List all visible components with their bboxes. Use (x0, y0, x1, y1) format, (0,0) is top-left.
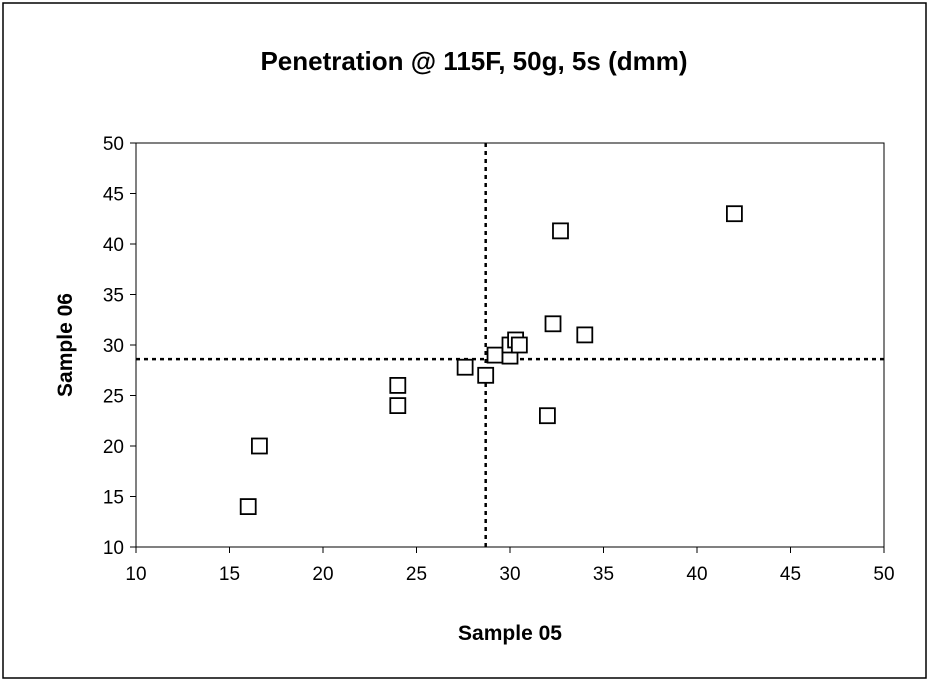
data-point (389, 397, 407, 415)
y-tick-label: 40 (103, 235, 124, 256)
x-axis-ticks: 10 15 20 25 30 35 40 45 50 (125, 547, 895, 585)
data-point (239, 498, 257, 516)
y-tick-label: 45 (103, 185, 124, 206)
data-point (576, 326, 594, 344)
x-tick-label: 25 (406, 564, 427, 585)
x-tick-label: 40 (686, 564, 707, 585)
data-point (486, 346, 504, 364)
data-point (389, 376, 407, 394)
y-tick-label: 20 (103, 437, 124, 458)
data-point (726, 205, 743, 223)
y-tick-label: 10 (103, 538, 124, 559)
y-tick-label: 30 (103, 336, 124, 357)
x-tick-label: 10 (125, 564, 146, 585)
x-tick-label: 20 (312, 564, 333, 585)
y-tick-label: 25 (103, 387, 124, 408)
x-axis-label: Sample 05 (458, 622, 562, 645)
x-tick-label: 45 (780, 564, 801, 585)
data-point (510, 336, 528, 354)
data-point (539, 407, 556, 425)
data-point (552, 222, 569, 240)
data-point (477, 366, 495, 384)
data-points (239, 205, 743, 516)
data-point (544, 315, 562, 333)
x-tick-label: 15 (219, 564, 240, 585)
data-point (456, 358, 474, 376)
y-tick-label: 50 (103, 134, 124, 155)
reference-lines (136, 143, 884, 547)
y-tick-label: 35 (103, 286, 124, 307)
x-tick-label: 30 (499, 564, 520, 585)
x-tick-label: 50 (873, 564, 894, 585)
chart-title: Penetration @ 115F, 50g, 5s (dmm) (260, 46, 687, 76)
y-axis-label: Sample 06 (54, 293, 77, 397)
y-axis-ticks: 10 15 20 25 30 35 40 45 50 (103, 134, 136, 559)
x-tick-label: 35 (593, 564, 614, 585)
data-point (251, 437, 268, 455)
y-tick-label: 15 (103, 488, 124, 509)
